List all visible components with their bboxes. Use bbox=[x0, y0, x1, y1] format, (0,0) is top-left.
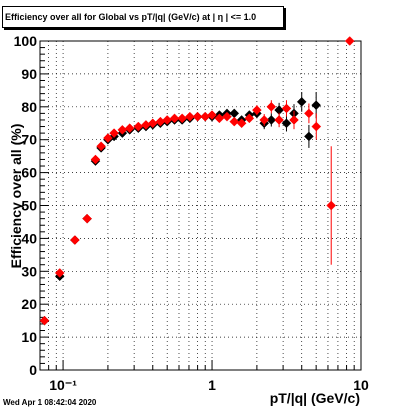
x-axis-label: pT/|q| (GeV/c) bbox=[269, 390, 360, 406]
data-point bbox=[259, 115, 270, 125]
data-series bbox=[39, 36, 355, 326]
data-point bbox=[54, 268, 65, 278]
y-tick-label: 90 bbox=[21, 66, 37, 82]
y-tick-label: 100 bbox=[14, 33, 38, 49]
y-tick-label: 60 bbox=[21, 165, 37, 181]
y-tick-label: 10 bbox=[21, 329, 37, 345]
data-point bbox=[289, 115, 299, 125]
data-point bbox=[281, 118, 292, 129]
data-point bbox=[96, 141, 106, 152]
data-point bbox=[252, 105, 262, 115]
data-point bbox=[311, 100, 322, 111]
series-black bbox=[39, 91, 322, 326]
chart-title: Efficiency over all for Global vs pT/|q|… bbox=[5, 12, 257, 22]
data-point bbox=[311, 121, 322, 132]
data-point bbox=[304, 131, 314, 142]
data-point bbox=[222, 111, 232, 122]
y-tick-label: 50 bbox=[21, 198, 37, 214]
data-point bbox=[266, 115, 277, 125]
y-tick-label: 30 bbox=[21, 263, 37, 279]
data-point bbox=[296, 97, 307, 107]
data-point bbox=[109, 128, 119, 138]
data-point bbox=[304, 108, 314, 119]
data-point bbox=[192, 111, 203, 122]
chart-title-box: Efficiency over all for Global vs pT/|q|… bbox=[2, 6, 284, 28]
data-point bbox=[236, 118, 247, 129]
x-tick-labels: 10⁻¹ 1 10 bbox=[49, 377, 369, 393]
y-tick-label: 40 bbox=[21, 230, 37, 246]
y-tick-label: 0 bbox=[29, 362, 37, 378]
data-point bbox=[177, 113, 188, 124]
y-tick-labels: 0 10 20 30 40 50 60 70 80 90 100 bbox=[14, 33, 38, 378]
data-point bbox=[185, 111, 195, 122]
data-point bbox=[274, 115, 284, 125]
series-red bbox=[39, 36, 355, 326]
y-axis-label: Efficiency over all (%) bbox=[8, 123, 24, 269]
data-point bbox=[39, 315, 50, 326]
data-point bbox=[124, 123, 135, 134]
grid-lines bbox=[40, 41, 361, 370]
x-tick-label: 10⁻¹ bbox=[49, 377, 77, 393]
data-point bbox=[229, 116, 240, 127]
y-tick-label: 70 bbox=[21, 132, 37, 148]
data-point bbox=[90, 154, 101, 165]
x-tick-label: 10 bbox=[353, 377, 369, 393]
data-point bbox=[70, 235, 80, 245]
y-tick-label: 80 bbox=[21, 99, 37, 115]
axis-ticks bbox=[40, 40, 362, 371]
data-point bbox=[103, 133, 113, 143]
data-point bbox=[200, 111, 211, 122]
data-point bbox=[169, 113, 180, 124]
data-point bbox=[326, 200, 337, 211]
data-point bbox=[82, 213, 92, 224]
data-point bbox=[207, 110, 217, 120]
x-tick-label: 1 bbox=[208, 377, 216, 393]
timestamp: Wed Apr 1 08:42:04 2020 bbox=[3, 398, 97, 407]
data-point bbox=[244, 113, 255, 124]
data-point bbox=[344, 36, 355, 46]
y-tick-label: 20 bbox=[21, 296, 37, 312]
data-point bbox=[281, 103, 292, 114]
data-point bbox=[266, 101, 277, 112]
